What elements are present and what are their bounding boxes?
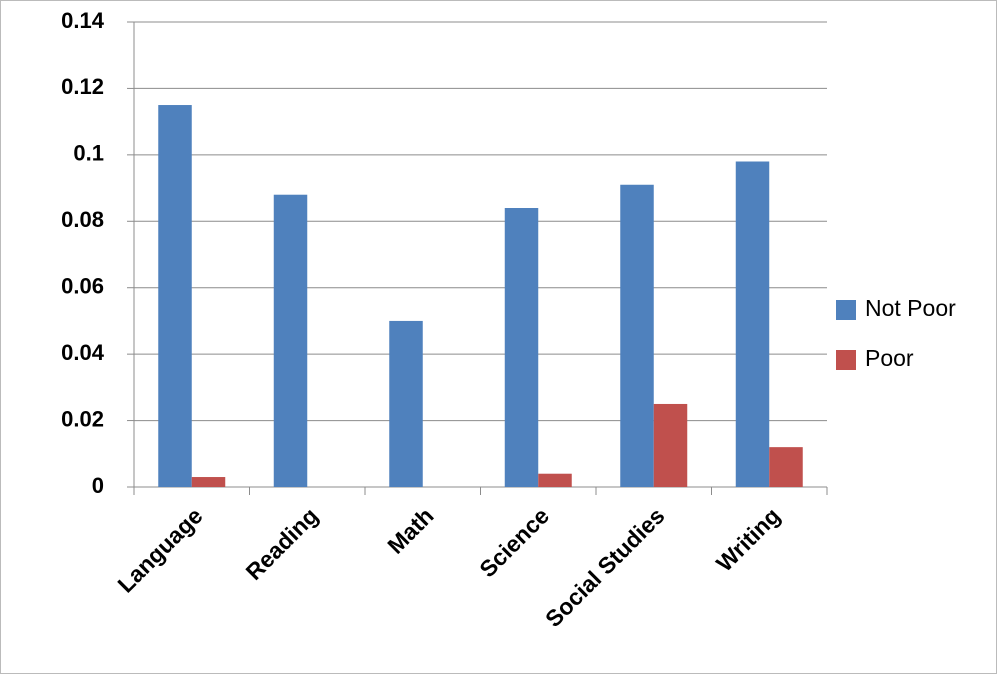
y-tick-label: 0.02 bbox=[61, 406, 104, 431]
y-tick-label: 0.04 bbox=[61, 340, 105, 365]
y-tick-label: 0.08 bbox=[61, 207, 104, 232]
legend-label: Poor bbox=[865, 345, 914, 371]
legend-swatch bbox=[836, 350, 856, 370]
bar bbox=[273, 194, 308, 487]
bar bbox=[504, 208, 539, 487]
y-tick-label: 0.14 bbox=[61, 8, 105, 33]
legend-swatch bbox=[836, 300, 856, 320]
bar bbox=[158, 105, 192, 488]
bar bbox=[653, 403, 688, 487]
bar bbox=[191, 477, 226, 487]
y-tick-label: 0.06 bbox=[61, 274, 104, 299]
bar bbox=[769, 447, 803, 487]
y-tick-label: 0.12 bbox=[61, 74, 104, 99]
y-tick-label: 0 bbox=[92, 473, 104, 498]
bar bbox=[538, 473, 572, 487]
bar bbox=[735, 161, 770, 487]
bar bbox=[620, 184, 654, 487]
bar bbox=[389, 320, 423, 487]
legend-label: Not Poor bbox=[865, 295, 956, 321]
y-tick-label: 0.1 bbox=[73, 141, 104, 166]
